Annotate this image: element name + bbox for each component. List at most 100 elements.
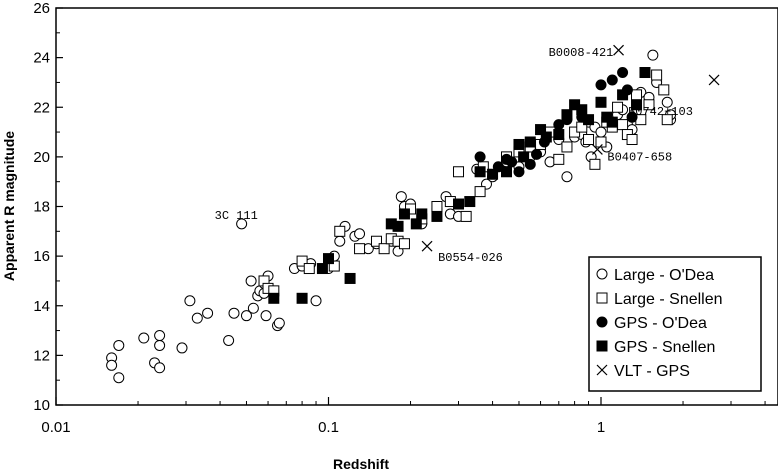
data-point: [513, 166, 525, 178]
data-point: [474, 186, 486, 198]
legend-item: Large - O'Dea: [596, 267, 714, 284]
data-point: [154, 362, 166, 374]
data-point: [395, 191, 407, 203]
legend-box: [588, 256, 762, 392]
legend: Large - O'Dea Large - Snellen GPS - O'Dea G…: [588, 256, 762, 392]
data-point: [421, 240, 433, 252]
data-point: [138, 332, 150, 344]
data-point: [334, 225, 346, 237]
annotation-label: B0554-026: [438, 251, 503, 265]
data-point: [617, 89, 629, 101]
y-axis-title: Apparent R magnitude: [1, 131, 17, 281]
x-tick-label: 0.01: [41, 419, 70, 436]
data-point: [661, 114, 673, 126]
data-point: [154, 339, 166, 351]
data-point: [651, 69, 663, 81]
legend-marker: [596, 292, 608, 304]
data-point: [626, 111, 638, 123]
data-point: [589, 158, 601, 170]
y-tick-label: 24: [33, 50, 50, 67]
legend-label: GPS - Snellen: [614, 339, 715, 356]
data-point: [273, 317, 285, 329]
data-point: [370, 235, 382, 247]
legend-item: GPS - O'Dea: [596, 315, 707, 332]
data-point: [639, 67, 651, 79]
data-point: [316, 263, 328, 275]
data-point: [378, 243, 390, 255]
data-point: [595, 126, 607, 138]
data-point: [464, 196, 476, 208]
data-point: [501, 166, 513, 178]
data-point: [487, 168, 499, 180]
data-point: [553, 129, 565, 141]
data-point: [344, 272, 356, 284]
data-point: [561, 141, 573, 153]
data-point: [223, 334, 235, 346]
data-point: [658, 84, 670, 96]
legend-marker: [596, 268, 608, 280]
data-point: [260, 310, 272, 322]
data-point: [595, 136, 607, 148]
data-point: [591, 144, 603, 155]
data-point: [617, 119, 629, 131]
data-point: [474, 166, 486, 178]
data-point: [310, 295, 322, 307]
x-tick-label: 0.1: [318, 419, 339, 436]
data-point: [606, 116, 618, 128]
data-point: [524, 136, 536, 148]
annotation-label: B0407-658: [607, 150, 672, 164]
data-point: [268, 292, 280, 304]
data-point: [561, 109, 573, 121]
data-point: [631, 99, 643, 111]
data-point: [606, 74, 618, 86]
legend-label: Large - Snellen: [614, 291, 723, 308]
x-tick-label: 1: [597, 419, 605, 436]
data-point: [202, 307, 214, 319]
data-point: [354, 243, 366, 255]
y-tick-label: 18: [33, 199, 50, 216]
data-point: [506, 156, 518, 168]
data-point: [535, 124, 547, 136]
data-point: [583, 134, 595, 146]
data-point: [416, 208, 428, 220]
data-point: [240, 310, 252, 322]
data-point: [460, 210, 472, 222]
data-point: [398, 208, 410, 220]
data-point: [328, 260, 340, 272]
y-tick-label: 10: [33, 397, 50, 414]
data-point: [410, 218, 422, 230]
data-point: [561, 171, 573, 183]
data-point: [113, 372, 125, 384]
cross-stroke: [421, 240, 433, 252]
data-point: [631, 89, 643, 101]
legend-label: Large - O'Dea: [614, 267, 714, 284]
data-point: [643, 99, 655, 111]
data-point: [247, 302, 259, 314]
data-point: [595, 96, 607, 108]
cross-stroke: [613, 44, 624, 56]
axes: 10 12 14 16 18 20 22 24 26 0.01 0.1 1: [33, 0, 778, 436]
data-point: [661, 96, 673, 108]
data-point: [296, 255, 308, 267]
data-point: [518, 151, 530, 163]
legend-label: VLT - GPS: [614, 363, 690, 380]
legend-item: VLT - GPS: [596, 363, 690, 380]
data-point: [106, 359, 118, 371]
cross-stroke: [596, 364, 608, 376]
data-point: [176, 342, 188, 354]
data-point: [354, 228, 366, 240]
x-axis-title: Redshift: [333, 456, 389, 472]
legend-label: GPS - O'Dea: [614, 315, 707, 332]
data-point: [322, 253, 334, 265]
data-point: [613, 44, 624, 56]
legend-marker: [596, 364, 608, 376]
annotation-label: 3C 111: [215, 209, 258, 223]
data-point: [617, 67, 629, 79]
data-point: [626, 134, 638, 146]
data-points: [106, 44, 720, 384]
legend-marker: [596, 340, 608, 352]
series-vlt-gps: [421, 44, 720, 252]
data-point: [612, 101, 624, 113]
data-point: [474, 151, 486, 163]
